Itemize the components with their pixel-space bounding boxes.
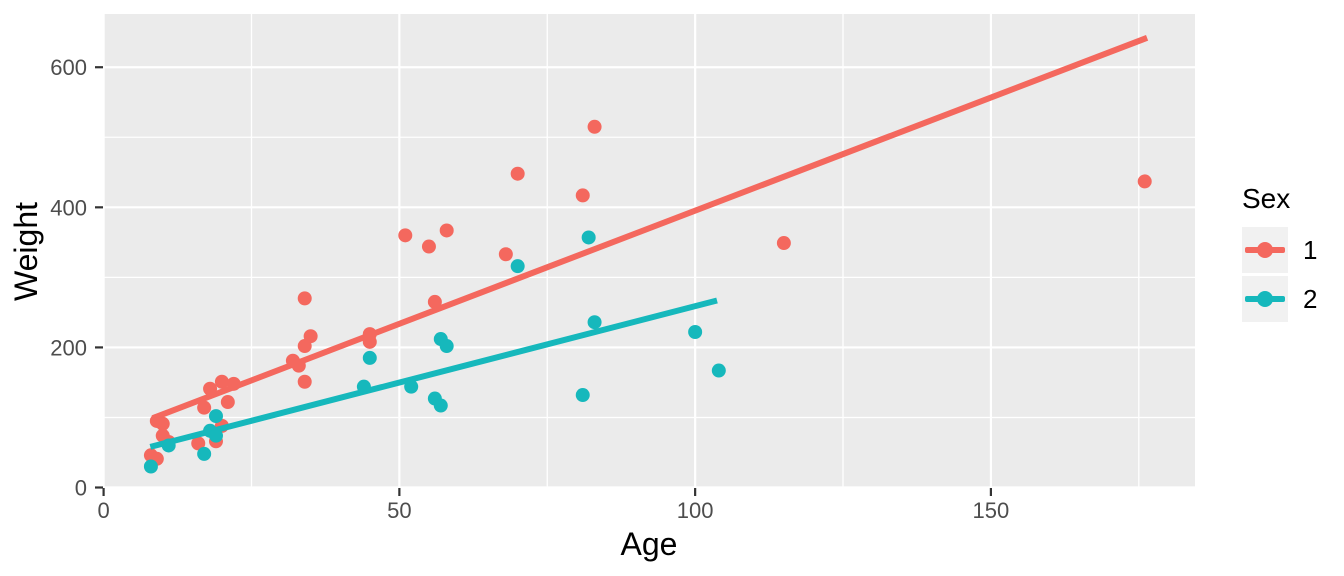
x-tick-label: 0: [97, 498, 109, 523]
legend-key-swatch-2: [1242, 276, 1288, 322]
data-point-sex-1: [362, 327, 377, 342]
legend-item-sex-1: 1: [1242, 227, 1317, 273]
data-point-sex-1: [776, 236, 791, 251]
y-axis-title-wrap: Weight: [0, 14, 52, 488]
y-axis-title: Weight: [7, 201, 44, 301]
data-point-sex-1: [226, 376, 241, 391]
data-point-sex-1: [197, 400, 212, 415]
y-tick-label: 400: [50, 195, 87, 220]
data-point-sex-1: [214, 374, 229, 389]
data-point-sex-2: [581, 230, 596, 245]
legend-keys: 1 2: [1242, 227, 1317, 322]
data-point-sex-2: [587, 315, 602, 330]
y-tick-label: 200: [50, 335, 87, 360]
point-icon: [1257, 291, 1273, 307]
data-point-sex-1: [510, 166, 525, 181]
x-axis-title: Age: [620, 526, 678, 562]
data-point-sex-1: [191, 436, 206, 451]
data-point-sex-1: [575, 188, 590, 203]
data-point-sex-1: [291, 358, 306, 373]
legend-item-sex-2: 2: [1242, 276, 1317, 322]
data-point-sex-2: [711, 363, 726, 378]
x-tick-label: 100: [677, 498, 714, 523]
data-point-sex-2: [208, 409, 223, 424]
data-point-sex-2: [161, 438, 176, 453]
legend-key-swatch-1: [1242, 227, 1288, 273]
point-icon: [1257, 242, 1273, 258]
legend-label: 2: [1303, 283, 1318, 314]
data-point-sex-1: [297, 374, 312, 389]
x-tick-label: 50: [387, 498, 411, 523]
data-point-sex-2: [510, 259, 525, 274]
data-point-sex-2: [356, 379, 371, 394]
data-point-sex-1: [220, 395, 235, 410]
trend-line-sex-2: [149, 297, 718, 450]
legend: Sex 1 2: [1242, 183, 1317, 325]
trend-line-sex-1: [151, 35, 1149, 421]
data-point-sex-1: [1137, 174, 1152, 189]
data-point-sex-1: [427, 294, 442, 309]
legend-label: 1: [1303, 234, 1318, 265]
y-tick-label: 0: [75, 476, 87, 501]
data-point-sex-2: [688, 325, 703, 340]
data-point-sex-1: [155, 416, 170, 431]
data-point-sex-2: [143, 459, 158, 474]
data-point-sex-2: [433, 398, 448, 413]
data-point-sex-1: [297, 291, 312, 306]
x-tick-label: 150: [973, 498, 1010, 523]
data-point-sex-2: [439, 339, 454, 354]
data-point-sex-1: [398, 228, 413, 243]
data-point-sex-2: [208, 428, 223, 443]
data-point-sex-2: [362, 350, 377, 365]
data-point-sex-2: [575, 388, 590, 403]
y-tick-label: 600: [50, 55, 87, 80]
data-point-sex-1: [203, 381, 218, 396]
data-point-sex-1: [498, 247, 513, 262]
data-point-sex-1: [439, 223, 454, 238]
data-point-sex-2: [197, 446, 212, 461]
data-point-sex-2: [404, 379, 419, 394]
legend-title: Sex: [1242, 183, 1291, 214]
data-point-sex-1: [303, 329, 318, 344]
data-point-sex-1: [587, 119, 602, 134]
data-point-sex-1: [421, 239, 436, 254]
